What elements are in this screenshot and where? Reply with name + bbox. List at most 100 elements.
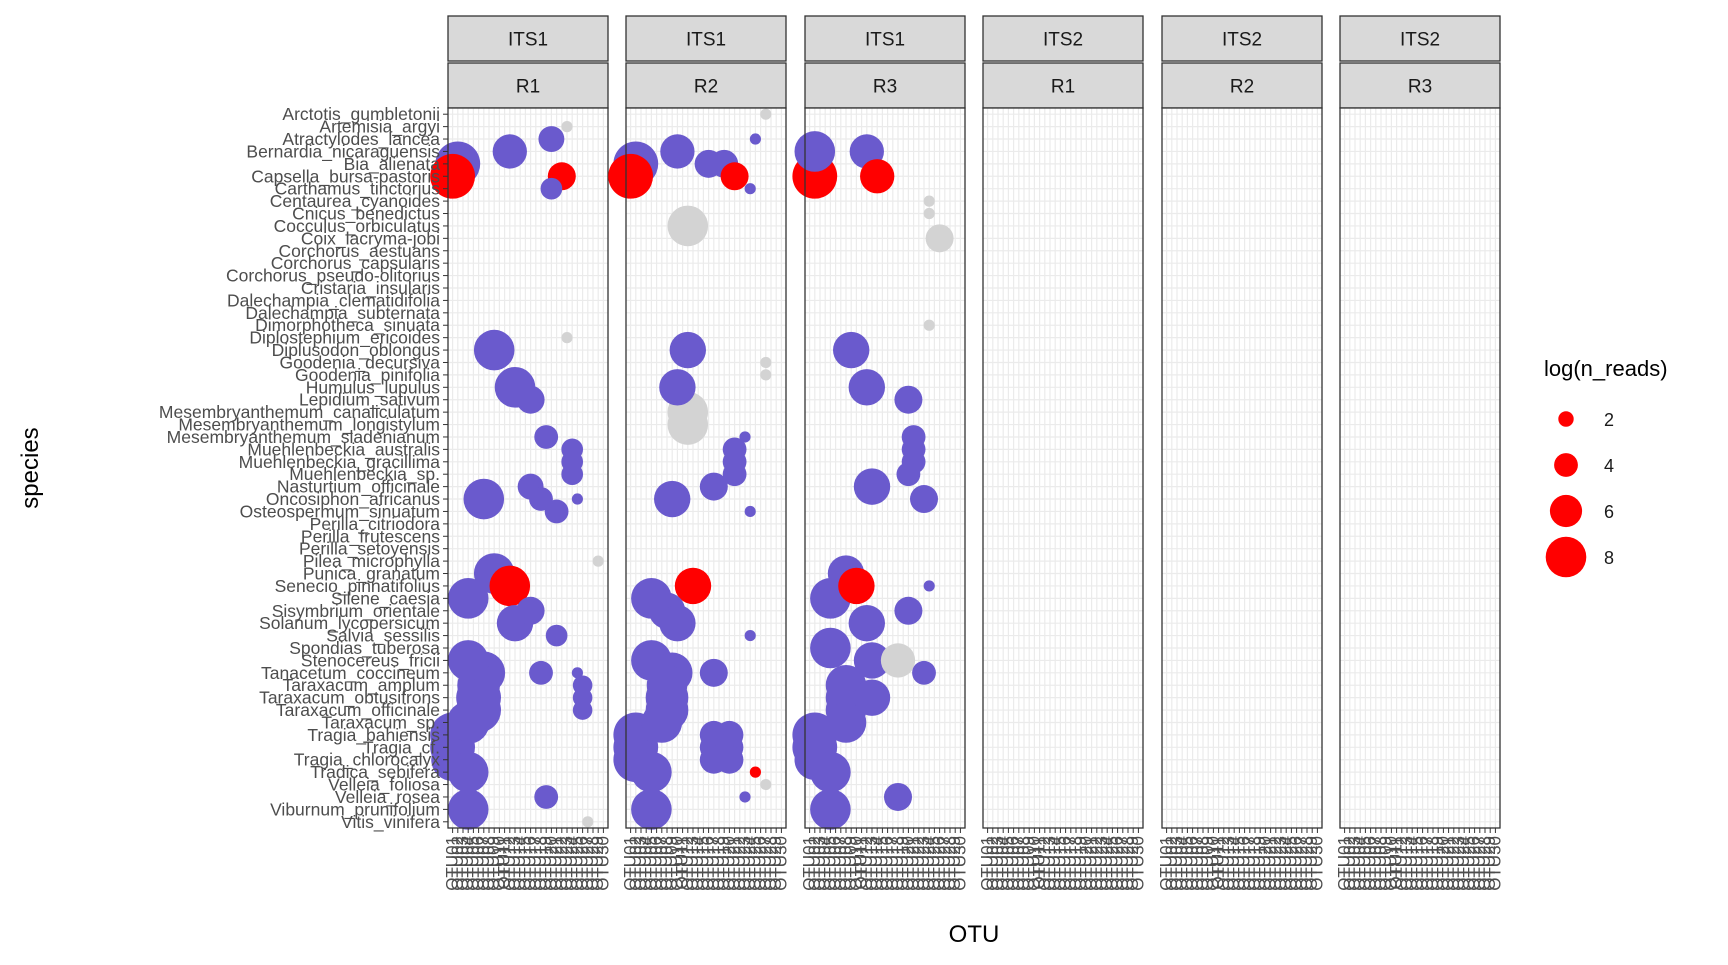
- x-tick-label: OTU06: [1004, 836, 1023, 891]
- facet-strip-bottom-label: R3: [1408, 77, 1432, 98]
- y-tick-label: Cnicus_benedictus: [292, 204, 440, 225]
- x-tick-label: OTU30: [950, 836, 969, 891]
- data-point: [534, 785, 559, 809]
- y-tick-label: Coix_lacryma-jobi: [301, 228, 440, 249]
- data-point: [853, 468, 891, 505]
- x-axis-title: OTU: [949, 921, 1000, 948]
- y-tick-label: Taraxacum_amplum: [282, 675, 440, 696]
- x-tick-label: OTU22: [730, 836, 749, 891]
- x-tick-label: OTU01: [1157, 836, 1176, 891]
- x-tick-label: OTU14: [867, 836, 886, 891]
- legend-key-circle: [1549, 494, 1583, 528]
- y-tick-label: Tradica_sebifera: [310, 762, 440, 783]
- y-tick-label: Taraxacum_sp.: [321, 712, 440, 733]
- data-point: [631, 751, 672, 793]
- x-tick-label: OTU09: [484, 836, 503, 891]
- x-tick-label: OTU07: [474, 836, 493, 891]
- x-tick-label: OTU18: [1066, 836, 1085, 891]
- facet-strip-top-label: ITS2: [1222, 30, 1262, 51]
- data-point: [571, 493, 584, 505]
- x-tick-label: OTU23: [557, 836, 576, 891]
- x-tick-label: OTU12: [678, 836, 697, 891]
- x-tick-label: OTU20: [1255, 836, 1274, 891]
- x-tick-label: OTU08: [657, 836, 676, 891]
- data-point: [744, 183, 756, 195]
- data-point: [447, 789, 489, 830]
- panel-border: [625, 107, 787, 829]
- y-tick-label: Silene_caesia: [331, 588, 440, 609]
- x-tick-label: OTU22: [909, 836, 928, 891]
- legend-title: log(n_reads): [1544, 356, 1668, 381]
- x-tick-label: OTU20: [541, 836, 560, 891]
- y-tick-label: Centaurea_cyanoides: [270, 191, 441, 212]
- panel-border: [982, 107, 1144, 829]
- x-tick-label: OTU15: [515, 836, 534, 891]
- y-tick-label: Oncosiphon_africanus: [266, 489, 440, 510]
- data-point: [810, 751, 851, 793]
- facet-strip-top: [804, 15, 966, 62]
- x-tick-label: OTU23: [1271, 836, 1290, 891]
- data-point: [659, 604, 696, 642]
- y-tick-label: Cocculus_orbiculatus: [274, 216, 441, 237]
- panel-border: [1339, 107, 1501, 829]
- data-point: [667, 205, 709, 247]
- x-tick-label: OTU20: [719, 836, 738, 891]
- x-tick-label: OTU09: [1198, 836, 1217, 891]
- x-tick-label: OTU19: [536, 836, 555, 891]
- x-tick-label: OTU10: [489, 836, 508, 891]
- y-tick-label: Dalechampia_clematidifolia: [227, 290, 440, 311]
- y-tick-label: Salvia_sessilis: [326, 626, 440, 647]
- x-tick-label: OTU30: [593, 836, 612, 891]
- x-tick-label: OTU28: [1297, 836, 1316, 891]
- y-tick-label: Bia_alienata: [344, 154, 441, 175]
- legend-key-label: 2: [1604, 410, 1614, 430]
- data-point: [894, 385, 923, 414]
- x-tick-label: OTU05: [1177, 836, 1196, 891]
- facet-strip-bottom-label: R2: [694, 77, 718, 98]
- x-tick-label: OTU21: [725, 836, 744, 891]
- y-tick-label: Perilla_frutescens: [301, 526, 440, 547]
- facet-strip-top: [982, 15, 1144, 62]
- x-tick-label: OTU02: [983, 836, 1002, 891]
- x-tick-label: OTU08: [1193, 836, 1212, 891]
- x-tick-label: OTU27: [1113, 836, 1132, 891]
- data-point: [492, 134, 527, 169]
- data-point: [582, 816, 594, 828]
- facet-strip-top: [447, 15, 609, 62]
- x-tick-label: OTU12: [857, 836, 876, 891]
- x-tick-label: OTU02: [805, 836, 824, 891]
- x-tick-label: OTU12: [1035, 836, 1054, 891]
- x-tick-label: OTU24: [1097, 836, 1116, 891]
- x-tick-label: OTU26: [1465, 836, 1484, 891]
- x-tick-label: OTU07: [1188, 836, 1207, 891]
- data-point: [534, 425, 559, 449]
- x-tick-label: OTU10: [1024, 836, 1043, 891]
- x-tick-label: OTU15: [872, 836, 891, 891]
- y-tick-label: Viburnum_prunifolium: [270, 799, 440, 820]
- y-tick-label: Osteospermum_sinuatum: [240, 501, 440, 522]
- facet-strip-top-label: ITS2: [1043, 30, 1083, 51]
- data-point: [923, 319, 935, 331]
- data-point: [463, 478, 505, 520]
- legend-key-circle: [1545, 536, 1587, 578]
- x-tick-label: OTU24: [919, 836, 938, 891]
- data-point: [896, 462, 921, 487]
- facet-strip-bottom-label: R1: [1051, 77, 1075, 98]
- x-tick-label: OTU17: [1240, 836, 1259, 891]
- x-tick-label: OTU18: [1245, 836, 1264, 891]
- data-point: [641, 702, 683, 743]
- x-tick-label: OTU24: [1276, 836, 1295, 891]
- facet-strip-bottom: [804, 62, 966, 109]
- data-point: [749, 766, 762, 778]
- y-tick-label: Muehlenbeckia_sp.: [289, 464, 440, 485]
- y-tick-label: Solanum_lycopersicum: [259, 613, 440, 634]
- data-point: [659, 369, 696, 406]
- x-tick-label: OTU14: [1402, 836, 1421, 891]
- x-tick-label: OTU02: [626, 836, 645, 891]
- data-point: [571, 667, 584, 679]
- data-point: [925, 224, 954, 253]
- x-tick-label: OTU08: [479, 836, 498, 891]
- y-tick-label: Velleia_foliosa: [328, 775, 440, 796]
- x-tick-label: OTU26: [1287, 836, 1306, 891]
- x-tick-label: OTU12: [1214, 836, 1233, 891]
